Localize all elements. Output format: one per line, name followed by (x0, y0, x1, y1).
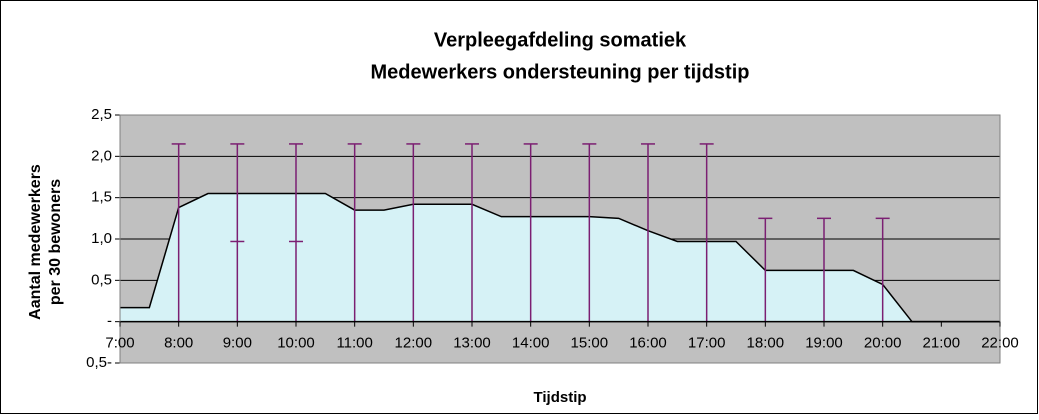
plot-border (119, 114, 1001, 364)
y-tick-label: 0,5 (91, 271, 112, 288)
x-tick-label: 19:00 (805, 335, 843, 352)
y-tick-label: 2,5 (91, 106, 112, 123)
y-axis-title: Aantal medewerkers (27, 164, 44, 320)
x-tick-label: 12:00 (395, 335, 433, 352)
y-tick-label: 1,0 (91, 230, 112, 247)
chart-title: Verpleegafdeling somatiek (434, 29, 687, 51)
area-fill (120, 193, 1000, 322)
x-tick-label: 13:00 (453, 335, 491, 352)
x-axis-title: Tijdstip (533, 389, 586, 406)
x-tick-label: 16:00 (629, 335, 667, 352)
x-tick-label: 18:00 (747, 335, 785, 352)
x-tick-label: 9:00 (223, 335, 252, 352)
x-tick-label: 15:00 (571, 335, 609, 352)
y-tick-label: 1,5 (91, 189, 112, 206)
y-tick-label: - (107, 313, 112, 330)
x-tick-label: 20:00 (864, 335, 902, 352)
x-tick-label: 22:00 (981, 335, 1019, 352)
y-tick-label: 2,0 (91, 147, 112, 164)
chart-subtitle: Medewerkers ondersteuning per tijdstip (371, 61, 750, 83)
y-tick-label: 0,5- (86, 354, 112, 371)
x-tick-label: 17:00 (688, 335, 726, 352)
x-tick-label: 8:00 (164, 335, 193, 352)
x-tick-label: 21:00 (923, 335, 961, 352)
x-tick-label: 7:00 (105, 335, 134, 352)
y-axis-title: per 30 bewoners (47, 179, 64, 305)
x-tick-label: 10:00 (277, 335, 315, 352)
x-tick-label: 11:00 (336, 335, 372, 352)
x-tick-label: 14:00 (512, 335, 550, 352)
